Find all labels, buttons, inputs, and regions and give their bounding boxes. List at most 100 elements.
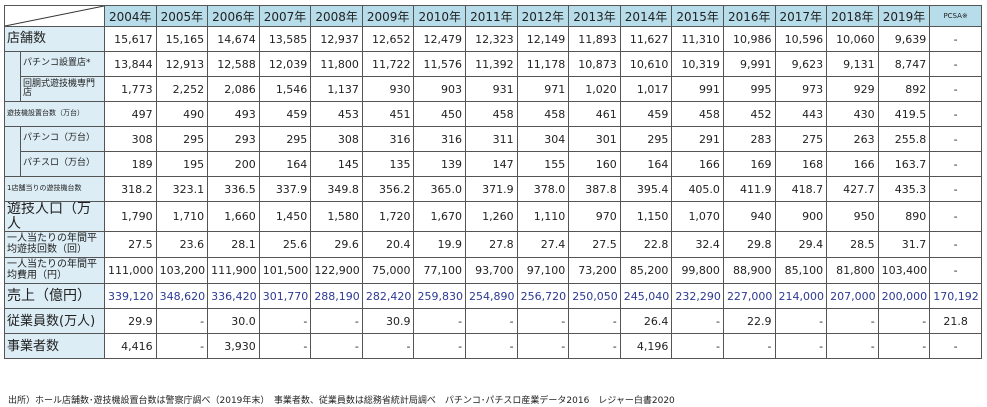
- row: 一人当たりの年間平均遊技回数（回） 27.5 23.6 28.1 25.6 29.6 20.…: [4, 231, 982, 259]
- cell: 30.0: [207, 308, 260, 335]
- row-label: 一人当たりの年間平均費用（円）: [4, 257, 105, 285]
- column-header: 2004年: [104, 5, 157, 27]
- cell: 275: [774, 126, 828, 152]
- cell: -: [929, 257, 982, 285]
- cell: 27.5: [568, 231, 621, 259]
- cell: 9,991: [722, 51, 776, 77]
- row-label: 回胴式遊技機専門店: [20, 76, 105, 102]
- cell: -: [413, 308, 467, 335]
- cell: 293: [207, 126, 260, 152]
- cell: 971: [516, 76, 570, 102]
- cell: 1,670: [413, 200, 467, 233]
- column-header: 2006年: [207, 5, 260, 27]
- cell: 164: [619, 151, 673, 177]
- cell: 164: [258, 151, 312, 177]
- cell: 411.9: [722, 176, 776, 202]
- cell: 991: [671, 76, 724, 102]
- cell: 337.9: [258, 176, 312, 202]
- cell: -: [413, 333, 467, 360]
- header-row: 2004年 2005年 2006年 2007年 2008年 2009年 2010年 2011年…: [4, 5, 982, 27]
- cell: 10,596: [774, 26, 828, 52]
- cell: 29.4: [774, 231, 828, 259]
- row: 従業員数(万人) 29.9-30.0- -30.9- - - -26.4-22.9- - -2…: [4, 308, 982, 335]
- cell: 14,674: [207, 26, 260, 52]
- cell: 227,000: [722, 283, 776, 310]
- cell: 12,039: [258, 51, 312, 77]
- cell: 166: [671, 151, 724, 177]
- cell: -: [929, 51, 982, 77]
- cell: 995: [722, 76, 776, 102]
- column-header: 2017年: [774, 5, 828, 27]
- cell: 12,937: [310, 26, 363, 52]
- cell: 214,000: [774, 283, 828, 310]
- cell: 169: [722, 151, 776, 177]
- cell: 459: [258, 101, 312, 127]
- row: 事業者数 4,416-3,930- - - - - - -4,196- - - - - -: [4, 333, 982, 360]
- column-header: 2015年: [671, 5, 724, 27]
- cell: 163.7: [877, 151, 931, 177]
- row-label: 従業員数(万人): [4, 308, 105, 335]
- cell: 348,620: [155, 283, 209, 310]
- cell: 453: [310, 101, 363, 127]
- cell: 147: [465, 151, 518, 177]
- cell: 929: [826, 76, 879, 102]
- cell: 170,192: [929, 283, 982, 310]
- cell: 26.4: [619, 308, 673, 335]
- cell: 256,720: [516, 283, 570, 310]
- cell: 970: [568, 200, 621, 233]
- cell: 892: [877, 76, 931, 102]
- row: 売上（億円） 339,120 348,620 336,420 301,770 288,19…: [4, 283, 982, 310]
- cell: 97,100: [516, 257, 570, 285]
- cell: 1,546: [258, 76, 312, 102]
- cell: 490: [155, 101, 209, 127]
- footer: 出所）ホール店舗数･遊技機設置台数は警察庁調べ（2019年末） 事業者数、従業員…: [8, 396, 675, 406]
- cell: 103,400: [877, 257, 931, 285]
- cell: 11,893: [568, 26, 621, 52]
- cell: 1,710: [155, 200, 209, 233]
- cell: -: [155, 308, 209, 335]
- column-header: 2012年: [516, 5, 570, 27]
- cell: 19.9: [413, 231, 467, 259]
- indent: [4, 126, 21, 177]
- cell: 291: [671, 126, 724, 152]
- cell: 1,720: [361, 200, 415, 233]
- column-header: 2013年: [568, 5, 621, 27]
- cell: 282,420: [361, 283, 415, 310]
- cell: 255.8: [877, 126, 931, 152]
- row-label: 店舗数: [4, 26, 105, 52]
- cell: 4,416: [104, 333, 157, 360]
- cell: -: [826, 308, 879, 335]
- cell: 88,900: [722, 257, 776, 285]
- cell: 459: [619, 101, 673, 127]
- cell: 10,060: [826, 26, 879, 52]
- column-header: 2010年: [413, 5, 467, 27]
- cell: 11,576: [413, 51, 467, 77]
- cell: 85,100: [774, 257, 828, 285]
- cell: -: [877, 308, 931, 335]
- cell: -: [929, 151, 982, 177]
- cell: 103,200: [155, 257, 209, 285]
- column-header: 2007年: [258, 5, 312, 27]
- cell: 973: [774, 76, 828, 102]
- cell: 931: [465, 76, 518, 102]
- cell: 10,610: [619, 51, 673, 77]
- cell: 232,290: [671, 283, 724, 310]
- cell: -: [774, 333, 828, 360]
- cell: 378.0: [516, 176, 570, 202]
- cell: -: [568, 308, 621, 335]
- cell: 10,319: [671, 51, 724, 77]
- cell: 903: [413, 76, 467, 102]
- cell: 458: [516, 101, 570, 127]
- cell: -: [310, 333, 363, 360]
- cell: 339,120: [104, 283, 157, 310]
- cell: -: [929, 200, 982, 233]
- cell: 13,585: [258, 26, 312, 52]
- cell: 323.1: [155, 176, 209, 202]
- cell: -: [774, 308, 828, 335]
- cell: 1,110: [516, 200, 570, 233]
- cell: -: [465, 308, 518, 335]
- column-header: 2008年: [310, 5, 363, 27]
- cell: 81,800: [826, 257, 879, 285]
- cell: 12,652: [361, 26, 415, 52]
